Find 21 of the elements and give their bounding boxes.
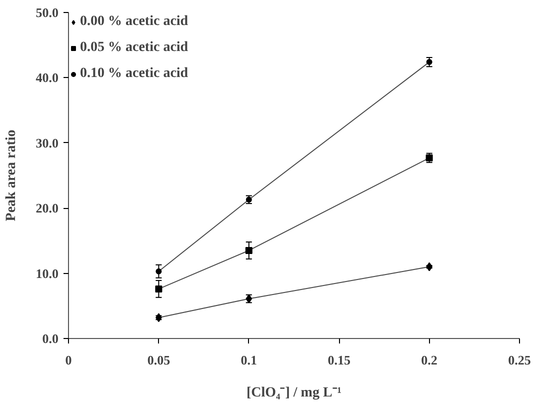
y-tick-label: 30.0 [36,135,58,150]
x-tick-label: 0 [65,352,72,368]
x-tick-label: 0.15 [328,352,351,368]
point [155,285,162,292]
y-axis-title: Peak area ratio [4,130,19,222]
point [426,59,432,66]
legend-label: 0.05 % acetic acid [80,40,188,56]
y-tick-label: 40.0 [36,70,58,86]
y-tick-label: 50.0 [36,5,58,20]
x-tick-label: 0.25 [508,352,532,368]
x-axis-title: [ClO₄⁻] / mg L⁻¹ [246,386,342,400]
x-tick-label: 0.2 [421,352,438,368]
y-tick-label: 20.0 [36,200,58,216]
x-tick-label: 0.1 [240,352,258,368]
y-tick-label: 10.0 [36,266,58,281]
legend-label: 0.10 % acetic acid [80,66,188,82]
point [245,246,252,254]
x-tick-label: 0.05 [147,352,171,368]
y-tick-label: 0.0 [42,331,58,346]
point [156,268,162,274]
legend-label: 0.00 % acetic acid [80,14,188,30]
